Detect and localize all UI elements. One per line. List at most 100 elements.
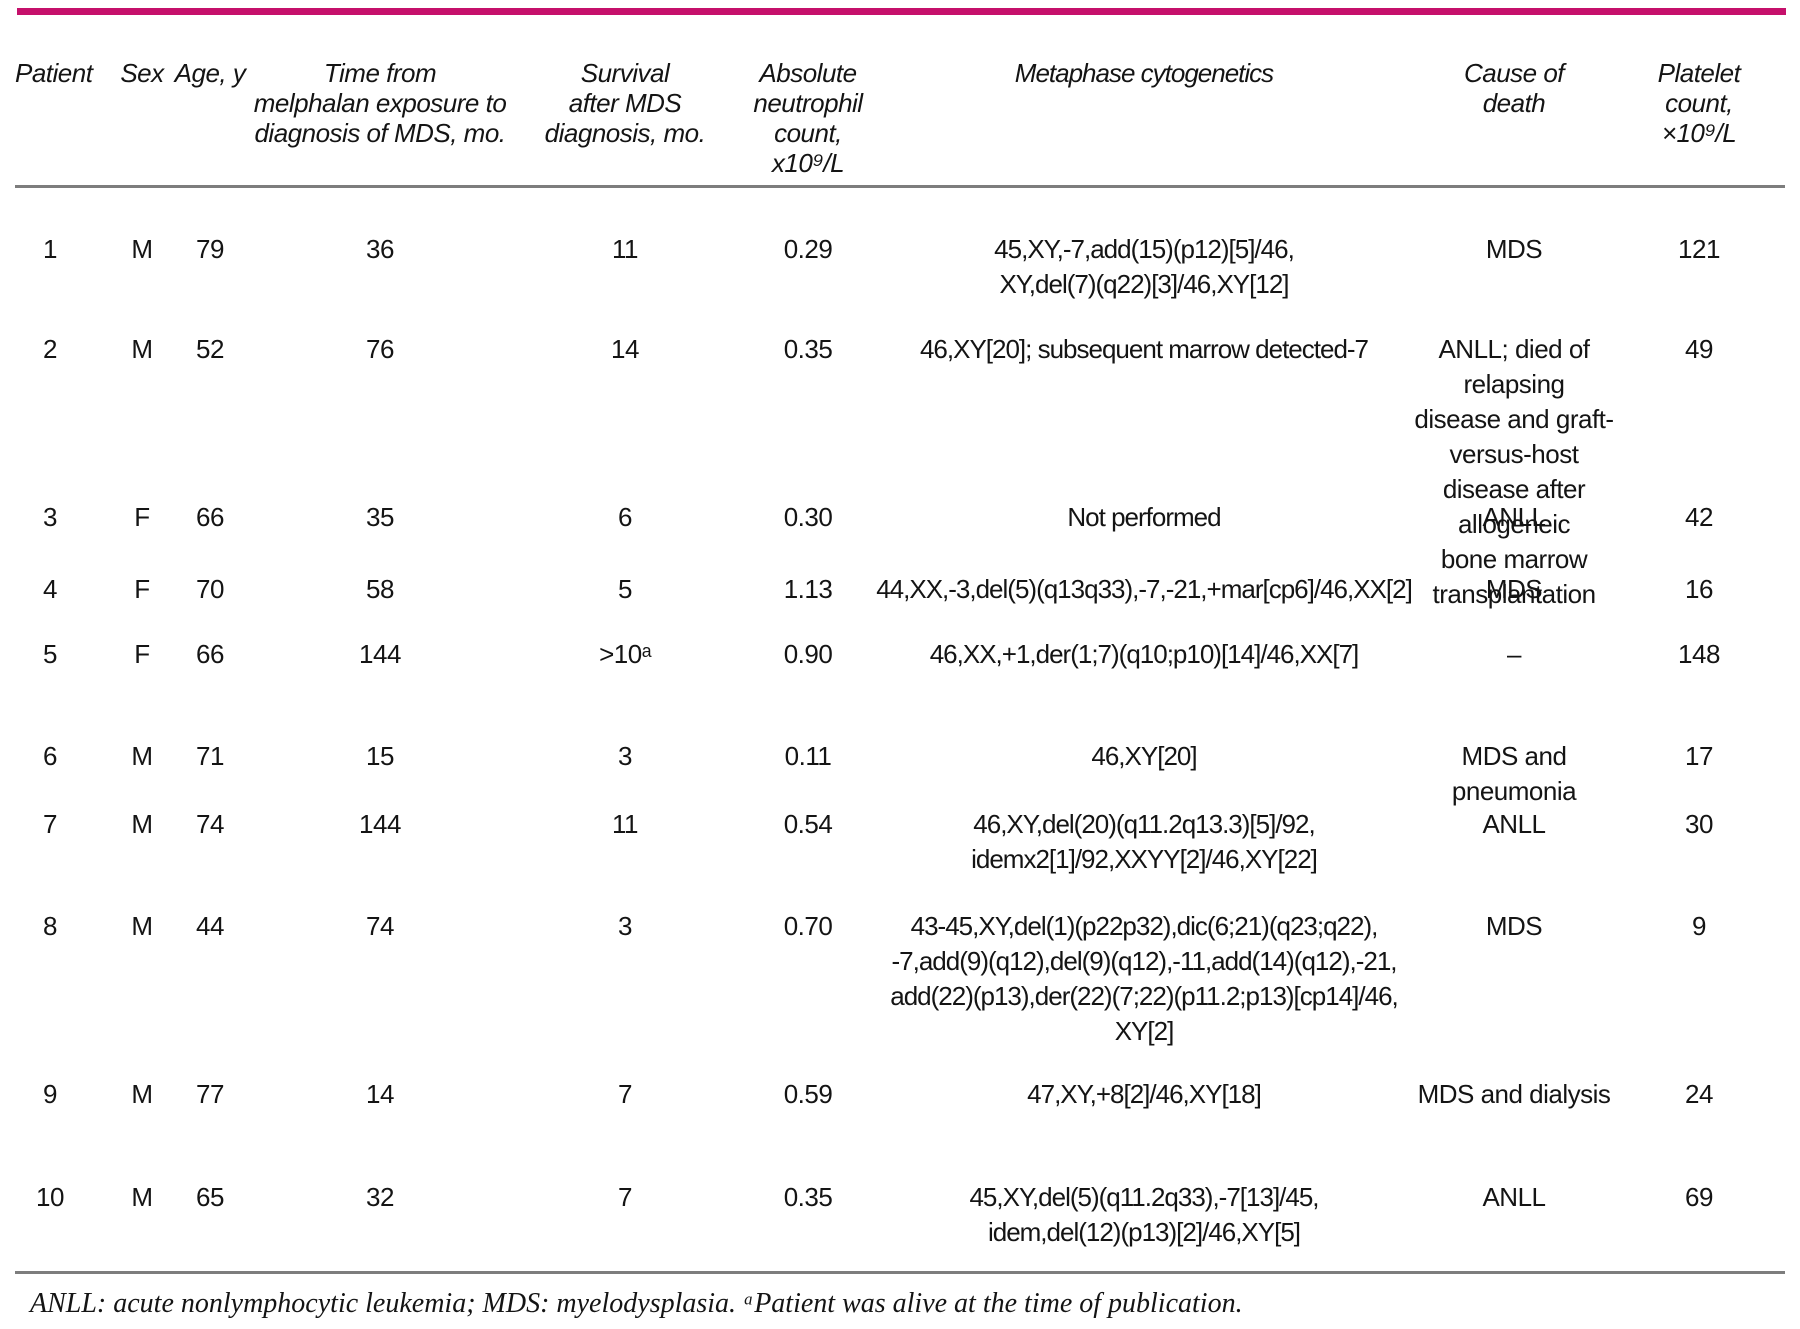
- cell-cause: ANLL: [1482, 502, 1546, 532]
- cell-sex: F: [134, 502, 150, 532]
- cell-time: 32: [366, 1182, 394, 1212]
- cell-cause: ANLL: [1482, 1182, 1546, 1212]
- cell-survival: 7: [618, 1079, 632, 1109]
- cell-sex: M: [131, 1079, 153, 1109]
- cell-anc: 0.11: [784, 741, 832, 771]
- cell-platelet: 49: [1685, 334, 1713, 364]
- cell-cytogenetics: 46,XY,del(20)(q11.2q13.3)[5]/92, idemx2[…: [971, 809, 1318, 874]
- cell-patient: 8: [43, 911, 57, 941]
- cell-cytogenetics: 47,XY,+8[2]/46,XY[18]: [1027, 1079, 1262, 1109]
- cell-cytogenetics: 46,XX,+1,der(1;7)(q10;p10)[14]/46,XX[7]: [929, 639, 1360, 669]
- cell-platelet: 69: [1685, 1182, 1713, 1212]
- cell-anc: 0.29: [783, 234, 833, 264]
- cell-survival: 14: [611, 334, 639, 364]
- cell-age: 65: [196, 1182, 224, 1212]
- cell-age: 74: [196, 809, 224, 839]
- cell-survival: 6: [618, 502, 632, 532]
- cell-age: 71: [196, 741, 224, 771]
- cell-sex: F: [134, 574, 150, 604]
- column-header-age: Age, y: [174, 58, 246, 88]
- cell-patient: 10: [36, 1182, 64, 1212]
- top-accent-bar: [17, 8, 1786, 15]
- cell-survival: 7: [618, 1182, 632, 1212]
- cell-cause: MDS: [1485, 574, 1543, 604]
- cell-age: 77: [196, 1079, 224, 1109]
- column-header-cause: Cause of death: [1463, 58, 1565, 118]
- table-footnote: ANLL: acute nonlymphocytic leukemia; MDS…: [30, 1288, 1243, 1319]
- footer-divider: [15, 1271, 1785, 1274]
- cell-patient: 2: [43, 334, 57, 364]
- cell-time: 15: [366, 741, 394, 771]
- cell-patient: 3: [43, 502, 57, 532]
- cell-anc: 1.13: [783, 574, 833, 604]
- cell-time: 35: [366, 502, 394, 532]
- cell-time: 144: [359, 639, 401, 669]
- column-header-cytogenetics: Metaphase cytogenetics: [1014, 58, 1274, 88]
- cell-time: 74: [366, 911, 394, 941]
- cell-platelet: 30: [1685, 809, 1713, 839]
- cell-time: 36: [366, 234, 394, 264]
- cell-age: 66: [196, 639, 224, 669]
- cell-survival: 5: [618, 574, 632, 604]
- cell-platelet: 9: [1692, 911, 1706, 941]
- cell-platelet: 16: [1685, 574, 1713, 604]
- cell-platelet: 42: [1685, 502, 1713, 532]
- cell-patient: 4: [43, 574, 57, 604]
- cell-time: 144: [359, 809, 401, 839]
- cell-survival: 11: [612, 234, 639, 264]
- cell-cause: ANLL: [1482, 809, 1546, 839]
- cell-sex: F: [134, 639, 150, 669]
- cell-cytogenetics: 45,XY,del(5)(q11.2q33),-7[13]/45, idem,d…: [969, 1182, 1319, 1247]
- cell-sex: M: [131, 809, 153, 839]
- column-header-patient: Patient: [15, 58, 93, 88]
- cell-cytogenetics: 46,XY[20]: [1091, 741, 1197, 771]
- column-header-survival: Survival after MDS diagnosis, mo.: [544, 58, 706, 148]
- cell-patient: 5: [43, 639, 57, 669]
- cell-anc: 0.30: [783, 502, 833, 532]
- cell-patient: 9: [43, 1079, 57, 1109]
- cell-age: 44: [196, 911, 224, 941]
- column-header-platelet: Platelet count, ×10⁹/L: [1657, 58, 1741, 148]
- cell-anc: 0.59: [783, 1079, 833, 1109]
- column-header-sex: Sex: [120, 58, 164, 88]
- cell-sex: M: [131, 741, 153, 771]
- cell-platelet: 24: [1685, 1079, 1713, 1109]
- cell-anc: 0.54: [783, 809, 833, 839]
- cell-time: 76: [366, 334, 394, 364]
- cell-cytogenetics: 45,XY,-7,add(15)(p12)[5]/46, XY,del(7)(q…: [994, 234, 1295, 299]
- cell-cytogenetics: 46,XY[20]; subsequent marrow detected-7: [919, 334, 1369, 364]
- cell-cytogenetics: 44,XX,-3,del(5)(q13q33),-7,-21,+mar[cp6]…: [876, 574, 1413, 604]
- cell-cause: MDS: [1485, 911, 1543, 941]
- column-header-anc: Absolute neutrophil count, x10⁹/L: [753, 58, 863, 178]
- cell-sex: M: [131, 234, 153, 264]
- cell-cause: ANLL; died of relapsing disease and graf…: [1414, 334, 1614, 609]
- cell-cytogenetics: Not performed: [1067, 502, 1221, 532]
- cell-age: 70: [196, 574, 224, 604]
- cell-anc: 0.35: [783, 334, 833, 364]
- cell-time: 14: [366, 1079, 394, 1109]
- cell-age: 66: [196, 502, 224, 532]
- cell-platelet: 17: [1685, 741, 1713, 771]
- cell-patient: 1: [43, 234, 57, 264]
- cell-sex: M: [131, 1182, 153, 1212]
- cell-survival: 3: [618, 741, 632, 771]
- cell-platelet: 148: [1678, 639, 1720, 669]
- cell-cause: MDS and pneumonia: [1451, 741, 1577, 806]
- cell-sex: M: [131, 911, 153, 941]
- cell-cause: MDS and dialysis: [1417, 1079, 1611, 1109]
- cell-anc: 0.35: [783, 1182, 833, 1212]
- cell-survival: 3: [618, 911, 632, 941]
- cell-survival: >10ᵃ: [599, 639, 651, 669]
- cell-patient: 6: [43, 741, 57, 771]
- cell-cause: MDS: [1485, 234, 1543, 264]
- cell-cause: –: [1507, 639, 1521, 669]
- header-divider: [15, 185, 1785, 188]
- cell-patient: 7: [43, 809, 57, 839]
- cell-anc: 0.70: [783, 911, 833, 941]
- cell-survival: 11: [612, 809, 639, 839]
- cell-age: 79: [196, 234, 224, 264]
- column-header-time: Time from melphalan exposure to diagnosi…: [253, 58, 507, 148]
- cell-age: 52: [196, 334, 224, 364]
- cell-sex: M: [131, 334, 153, 364]
